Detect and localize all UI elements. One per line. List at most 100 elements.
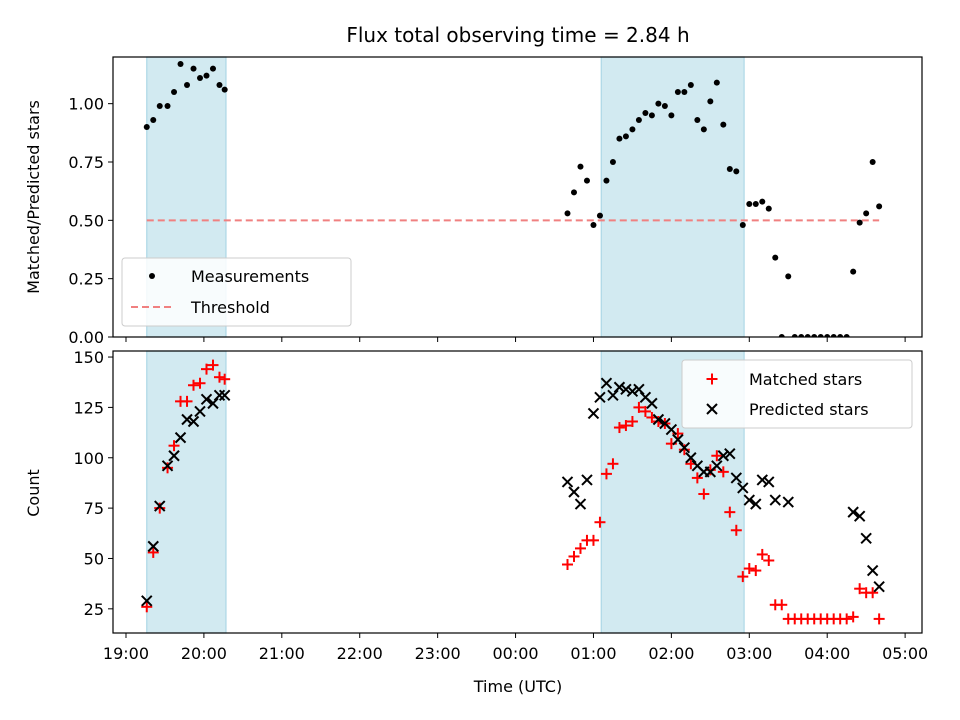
measurement-point bbox=[837, 334, 844, 337]
cross-b bbox=[187, 415, 200, 428]
predicted-star-point bbox=[607, 389, 619, 402]
predicted-star-point bbox=[782, 496, 794, 508]
matched-star-point bbox=[763, 554, 775, 566]
predicted-star-point bbox=[724, 448, 736, 460]
bottom-y-axis-label: Count bbox=[24, 469, 43, 517]
measurement-point bbox=[203, 72, 210, 79]
cross-b bbox=[860, 532, 872, 545]
matched-star-point bbox=[168, 440, 180, 452]
matched-star-point bbox=[743, 563, 755, 575]
bottom-panel: 25 50 75 100 125 150 19:00 20:00 21:00 22:00 23:00… bbox=[73, 348, 928, 663]
x-tick-label: 03:00 bbox=[726, 644, 772, 663]
cross-b bbox=[181, 413, 193, 426]
measurement-point bbox=[785, 273, 792, 280]
y-tick-label: 100 bbox=[73, 449, 104, 468]
measurement-point bbox=[216, 82, 223, 88]
measurement-point bbox=[177, 61, 184, 67]
predicted-star-point bbox=[613, 381, 626, 393]
bottom-legend-box bbox=[681, 359, 913, 429]
bottom-plot-area bbox=[141, 359, 885, 625]
measurement-point bbox=[648, 112, 655, 119]
predicted-star-point bbox=[763, 476, 775, 488]
measurement-point bbox=[778, 334, 785, 337]
measurement-point bbox=[583, 177, 590, 184]
measurement-point bbox=[720, 121, 727, 128]
measurement-point bbox=[752, 201, 759, 207]
cross-b bbox=[750, 498, 762, 510]
cross-b bbox=[646, 397, 658, 410]
measurement-point bbox=[629, 126, 636, 133]
measurement-point bbox=[876, 203, 883, 210]
cross-b bbox=[756, 474, 768, 486]
predicted-star-point bbox=[194, 405, 206, 418]
matched-star-point bbox=[194, 377, 206, 389]
matched-star-point bbox=[776, 599, 788, 611]
cross-b bbox=[594, 391, 606, 404]
top-legend-box bbox=[121, 257, 352, 327]
measurement-point bbox=[772, 254, 779, 261]
predicted-star-point bbox=[730, 472, 743, 484]
matched-star-point bbox=[162, 462, 174, 474]
x-tick-label: 04:00 bbox=[804, 644, 850, 663]
cross-b bbox=[147, 540, 159, 553]
predicted-star-point bbox=[750, 498, 762, 510]
x-tick-label: 02:00 bbox=[648, 644, 694, 663]
top-panel: 0.00 0.25 0.50 0.75 1.00 Measurements Threshol… bbox=[68, 56, 923, 347]
cross-b bbox=[154, 500, 166, 512]
matched-star-point bbox=[607, 458, 619, 470]
measurement-point bbox=[817, 334, 824, 337]
measurement-point bbox=[707, 98, 714, 105]
cross-b bbox=[659, 417, 671, 430]
observing-window-shade bbox=[146, 350, 227, 634]
measurement-point bbox=[804, 334, 811, 337]
matched-star-point bbox=[154, 502, 166, 514]
cross-b bbox=[141, 595, 153, 607]
matched-star-point bbox=[724, 506, 736, 518]
top-legend: Measurements Threshold bbox=[121, 257, 352, 327]
y-tick-label: 150 bbox=[73, 348, 104, 367]
predicted-star-point bbox=[665, 423, 678, 436]
predicted-star-point bbox=[743, 494, 755, 506]
matched-star-point bbox=[737, 571, 749, 583]
y-tick-label: 0.00 bbox=[68, 328, 104, 347]
predicted-star-point bbox=[646, 397, 658, 410]
predicted-star-point bbox=[574, 498, 587, 510]
legend-predicted-label: Predicted stars bbox=[749, 400, 869, 419]
top-y-axis-label: Matched/Predicted stars bbox=[24, 100, 43, 294]
cross-b bbox=[685, 452, 697, 464]
cross-b bbox=[174, 431, 187, 444]
cross-b bbox=[691, 460, 704, 472]
y-tick-label: 1.00 bbox=[68, 95, 104, 114]
matched-star-point bbox=[574, 542, 586, 554]
matched-star-point bbox=[698, 488, 710, 500]
predicted-star-point bbox=[561, 476, 574, 488]
matched-star-point bbox=[750, 565, 762, 577]
predicted-star-point bbox=[174, 431, 187, 444]
measurement-point bbox=[635, 117, 642, 123]
cross-b bbox=[737, 482, 749, 494]
measurement-point bbox=[564, 210, 571, 217]
predicted-star-point bbox=[769, 494, 781, 506]
measurement-point bbox=[171, 89, 178, 95]
predicted-star-point bbox=[678, 441, 691, 454]
cross-b bbox=[613, 381, 626, 393]
cross-b bbox=[581, 474, 593, 486]
predicted-star-point bbox=[594, 391, 606, 404]
matched-star-point bbox=[207, 359, 219, 371]
predicted-star-point bbox=[873, 580, 885, 593]
measurement-point bbox=[765, 205, 772, 212]
x-tick-label: 21:00 bbox=[259, 644, 305, 663]
predicted-star-point bbox=[181, 413, 193, 426]
matched-star-point bbox=[717, 466, 729, 478]
matched-star-point bbox=[141, 601, 153, 613]
y-tick-label: 0.75 bbox=[68, 153, 104, 172]
top-plot-frame bbox=[112, 56, 923, 338]
cross-b bbox=[574, 498, 587, 510]
predicted-star-point bbox=[685, 452, 697, 464]
measurement-point bbox=[863, 210, 870, 217]
cross-b bbox=[743, 494, 755, 506]
y-tick-label: 25 bbox=[84, 600, 104, 619]
bottom-legend: Matched stars Predicted stars bbox=[681, 359, 913, 429]
cross-b bbox=[717, 450, 730, 462]
y-tick-label: 0.50 bbox=[68, 211, 104, 230]
